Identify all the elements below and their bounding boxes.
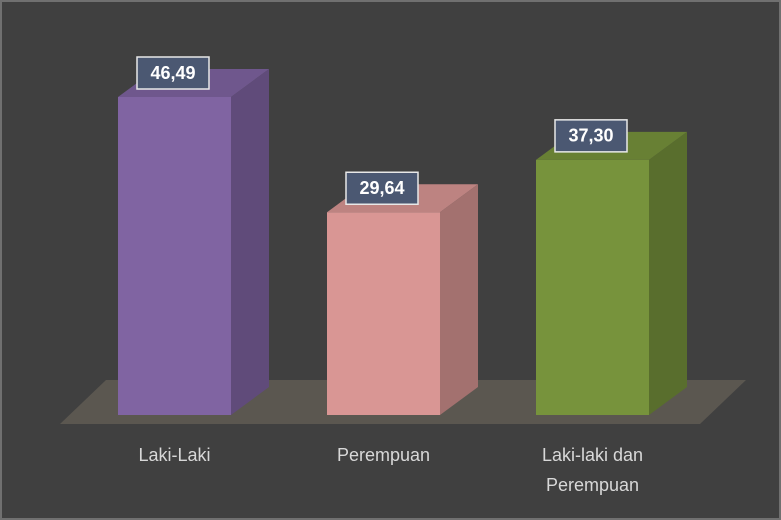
bar xyxy=(118,69,269,415)
bar-side xyxy=(649,131,687,415)
bar-side xyxy=(231,69,269,415)
value-label-box xyxy=(345,171,419,206)
bar xyxy=(327,184,478,415)
value-label-box xyxy=(136,56,210,90)
bar-front xyxy=(118,97,231,415)
x-tick-label: Laki-laki dan Perempuan xyxy=(541,445,644,495)
bar-side xyxy=(440,184,478,415)
value-label: 29,64 xyxy=(359,178,404,198)
bar xyxy=(536,131,687,415)
bar-front xyxy=(536,159,649,415)
value-label-box xyxy=(554,119,628,153)
value-label: 46,49 xyxy=(150,63,195,83)
x-tick-label: Perempuan xyxy=(336,445,431,465)
value-label: 37,30 xyxy=(568,126,613,146)
x-tick-label: Laki-Laki xyxy=(138,445,211,465)
bar-front xyxy=(327,212,440,415)
